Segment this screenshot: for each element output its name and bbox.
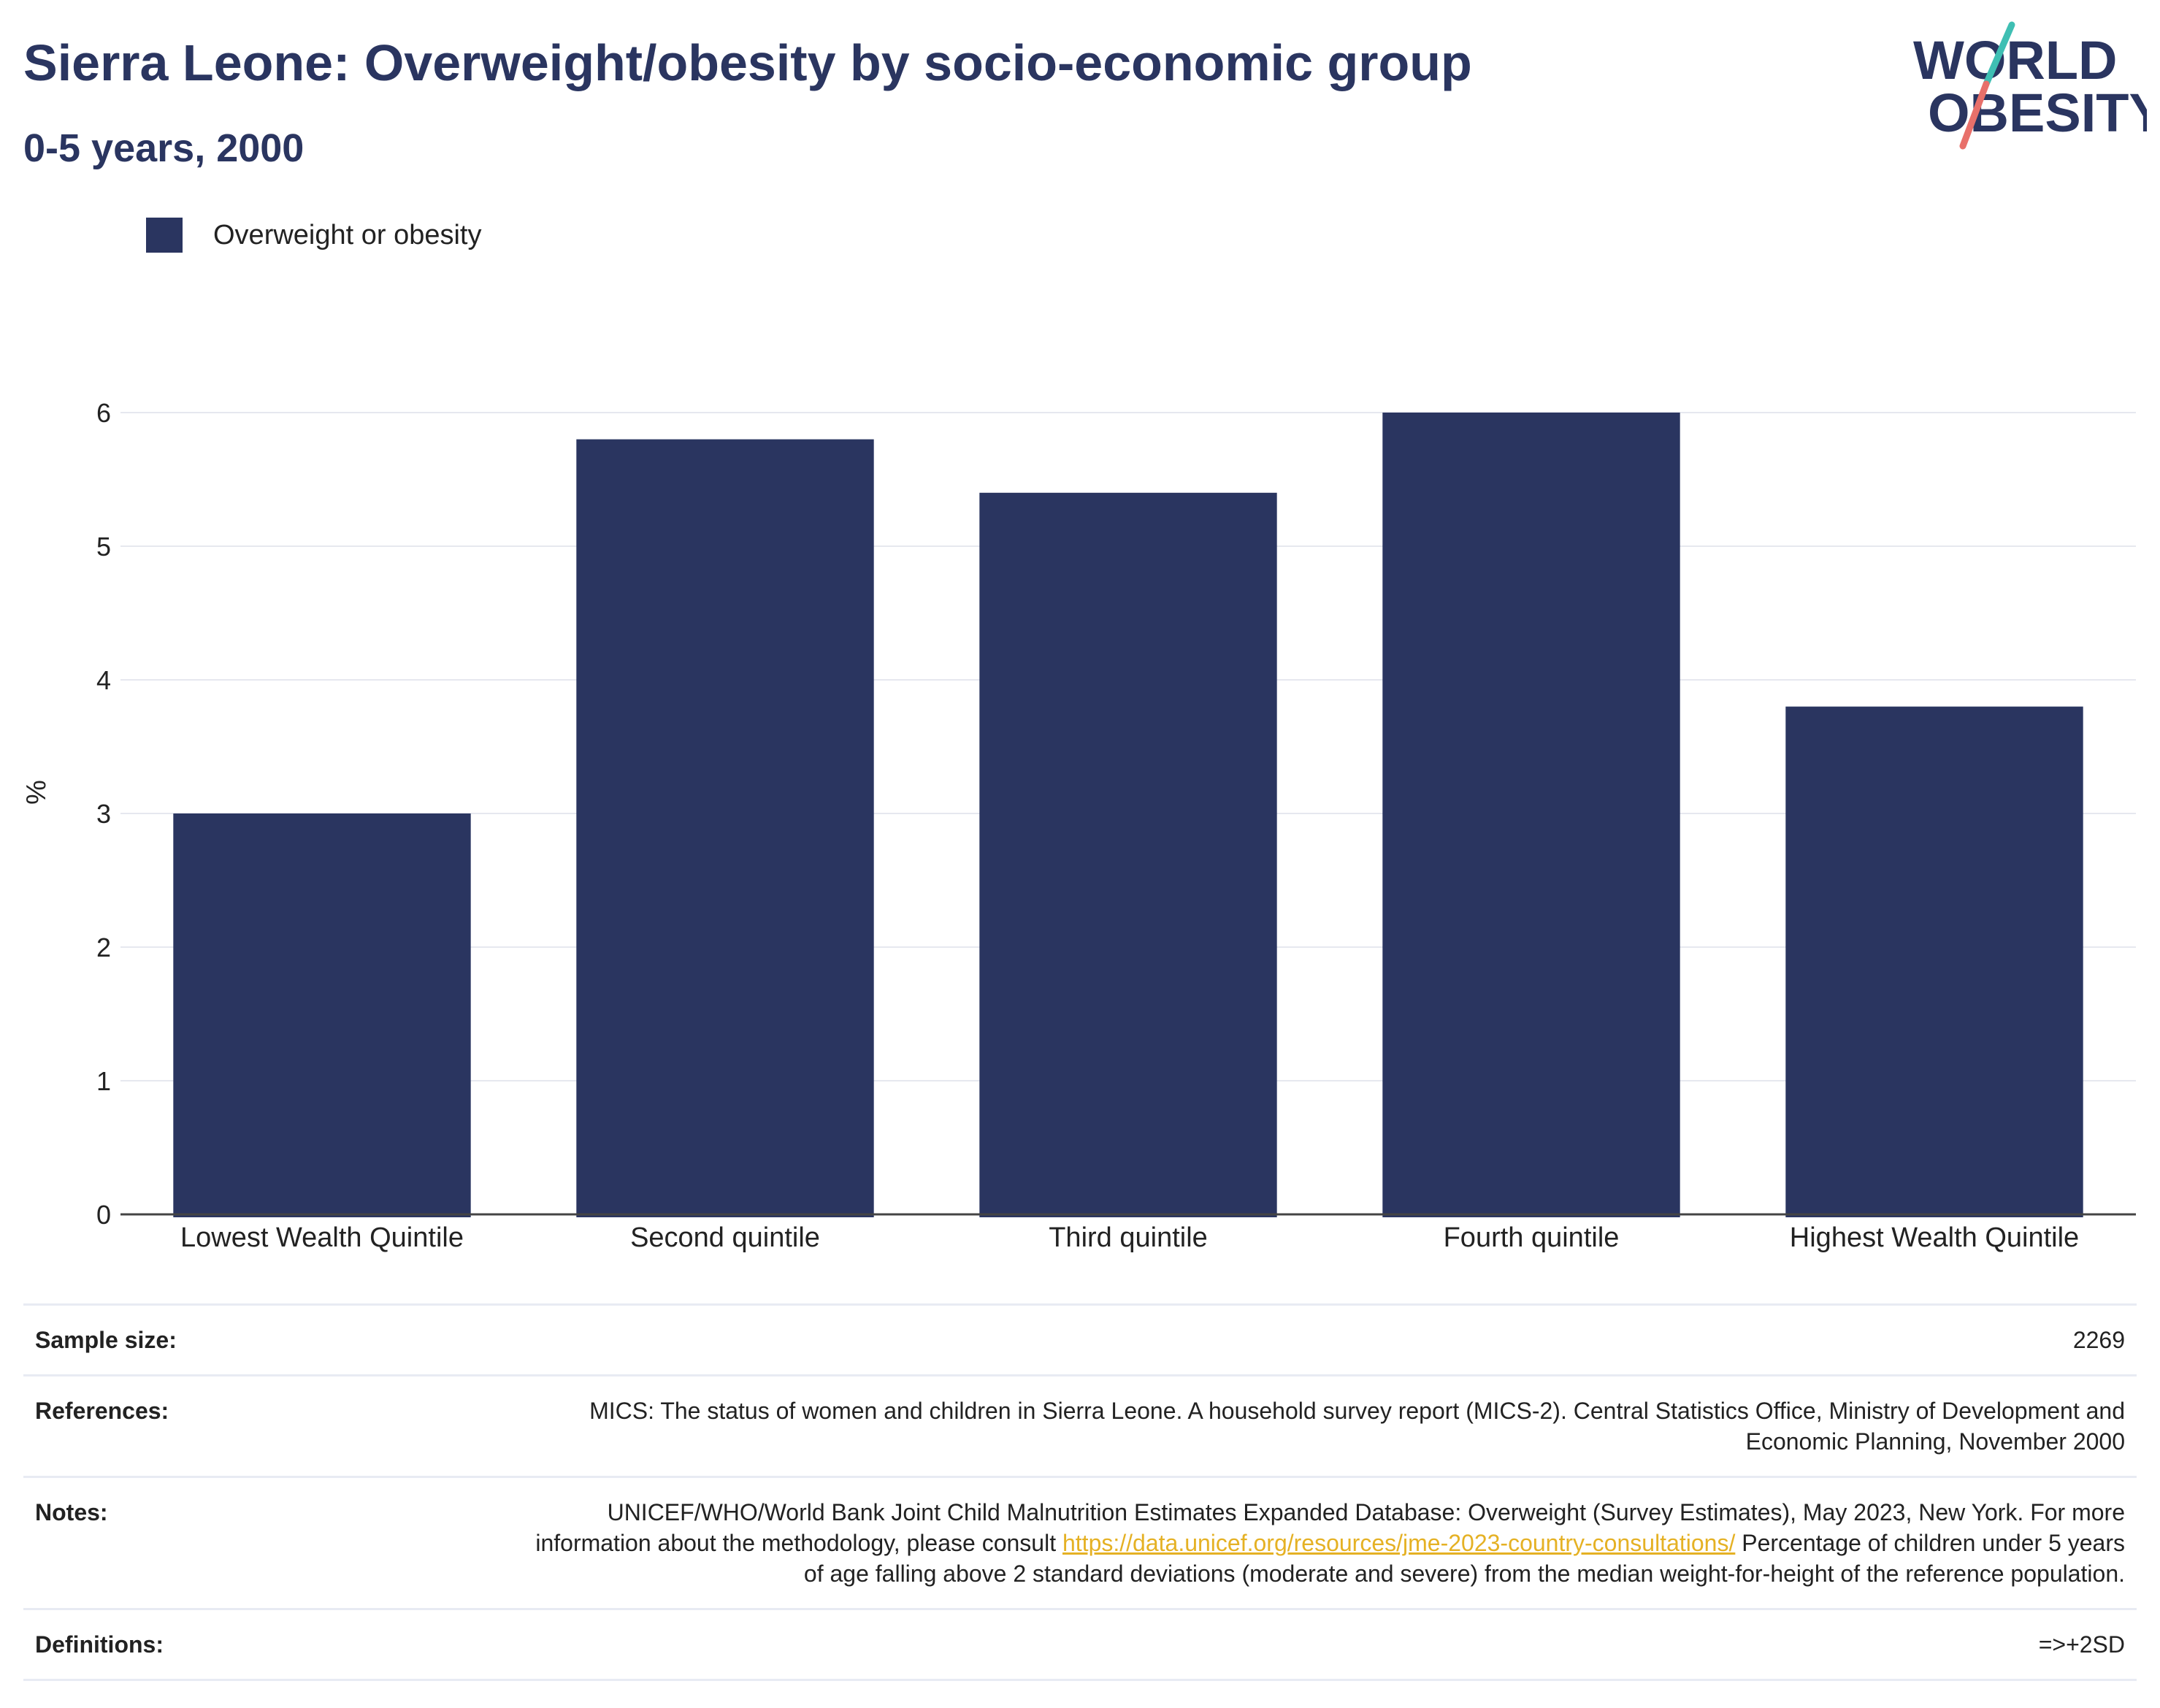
- notes-value: UNICEF/WHO/World Bank Joint Child Malnut…: [533, 1497, 2125, 1589]
- world-obesity-logo: WORLD OBESITY: [1913, 21, 2147, 150]
- sample-size-value: 2269: [2072, 1327, 2125, 1353]
- y-tick-label: 6: [96, 398, 111, 428]
- info-row-references: References: MICS: The status of women an…: [23, 1374, 2137, 1476]
- logo-slash-teal: [1983, 21, 2015, 88]
- y-tick-label: 3: [96, 799, 111, 829]
- x-tick-label: Third quintile: [1049, 1222, 1208, 1253]
- definitions-value: =>+2SD: [2038, 1631, 2125, 1658]
- sample-size-label: Sample size:: [35, 1327, 177, 1353]
- bar: [576, 439, 874, 1217]
- info-row-notes: Notes: UNICEF/WHO/World Bank Joint Child…: [23, 1476, 2137, 1608]
- x-tick-label: Second quintile: [630, 1222, 820, 1253]
- y-tick-label: 0: [96, 1200, 111, 1230]
- bar: [1382, 413, 1680, 1217]
- info-row-definitions: Definitions: =>+2SD: [23, 1608, 2137, 1681]
- notes-text-after: Percentage of children under 5 years of …: [803, 1530, 2125, 1587]
- logo-slash-coral: [1959, 80, 1990, 150]
- notes-text-before: UNICEF/WHO/World Bank Joint Child Malnut…: [535, 1499, 2125, 1556]
- legend-label: Overweight or obesity: [213, 219, 482, 250]
- x-tick-label: Fourth quintile: [1444, 1222, 1620, 1253]
- bar-chart: 0 1 2 3 4 5 6% Lowest Wealth Quintile Second qui…: [21, 398, 2136, 1253]
- y-tick-label: 1: [96, 1066, 111, 1096]
- page-title: Sierra Leone: Overweight/obesity by soci…: [23, 34, 1472, 91]
- bar: [1785, 706, 2083, 1217]
- methodology-link[interactable]: https://data.unicef.org/resources/jme-20…: [1062, 1530, 1736, 1556]
- info-table: Sample size: 2269 References: MICS: The …: [23, 1303, 2137, 1681]
- logo-line-1: WORLD: [1913, 30, 2118, 91]
- chart-legend[interactable]: Overweight or obesity: [146, 218, 482, 253]
- y-tick-label: 2: [96, 932, 111, 962]
- page-subtitle: 0-5 years, 2000: [23, 126, 305, 170]
- logo-line-2: OBESITY: [1928, 83, 2147, 143]
- x-tick-label: Highest Wealth Quintile: [1790, 1222, 2079, 1253]
- notes-label: Notes:: [35, 1499, 108, 1525]
- references-value: MICS: The status of women and children i…: [589, 1398, 2125, 1455]
- y-axis-title: %: [21, 780, 52, 805]
- references-label: References:: [35, 1398, 169, 1424]
- bar: [173, 813, 471, 1217]
- legend-swatch: [146, 218, 183, 253]
- y-tick-label: 5: [96, 532, 111, 562]
- bar: [979, 492, 1277, 1217]
- definitions-label: Definitions:: [35, 1631, 164, 1658]
- x-tick-label: Lowest Wealth Quintile: [180, 1222, 464, 1253]
- y-tick-label: 4: [96, 665, 111, 695]
- info-row-sample-size: Sample size: 2269: [23, 1303, 2137, 1374]
